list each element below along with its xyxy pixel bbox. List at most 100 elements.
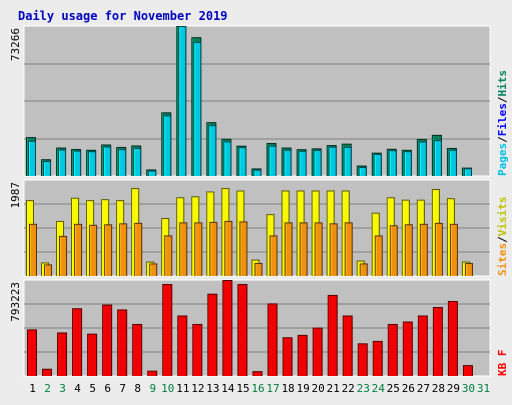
bar-sites-16	[254, 262, 263, 276]
bar-files-15	[238, 147, 247, 176]
bar-sites-2	[44, 264, 53, 276]
bar-files-14	[223, 141, 232, 176]
bar-kbf-3	[57, 332, 68, 376]
bar-sites-10	[164, 235, 173, 276]
bar-files-4	[73, 150, 82, 176]
bar-files-7	[118, 149, 127, 176]
bar-files-23	[358, 166, 367, 176]
bar-files-25	[388, 150, 397, 176]
x-tick-label-6: 6	[104, 382, 111, 395]
bar-files-26	[403, 151, 412, 176]
legend-entry: Hits	[496, 70, 509, 97]
x-tick-label-7: 7	[119, 382, 126, 395]
bar-kbf-1	[27, 329, 37, 376]
bar-kbf-4	[72, 308, 83, 376]
bar-files-27	[418, 141, 427, 176]
bar-files-8	[133, 147, 142, 176]
panel-bottom: 793223 KB F	[9, 279, 509, 377]
bar-kbf-5	[87, 333, 98, 376]
bar-sites-28	[434, 222, 443, 276]
bar-sites-13	[209, 221, 218, 276]
bar-files-28	[433, 140, 442, 176]
bar-kbf-19	[297, 334, 308, 376]
bar-kbf-23	[357, 343, 368, 376]
bar-files-10	[163, 115, 172, 176]
x-tick-label-14: 14	[221, 382, 235, 395]
bar-kbf-25	[387, 323, 398, 376]
bar-sites-12	[194, 222, 203, 276]
bar-files-11	[178, 26, 187, 176]
x-tick-label-31: 31	[477, 382, 490, 395]
bar-files-9	[148, 170, 157, 176]
bar-files-22	[343, 146, 352, 176]
panel-middle: 1987 Sites/Visits	[9, 179, 509, 277]
bar-kbf-22	[342, 315, 353, 376]
x-tick-label-1: 1	[29, 382, 36, 395]
x-tick-label-16: 16	[251, 382, 264, 395]
bar-files-21	[328, 146, 337, 176]
x-tick-label-17: 17	[266, 382, 279, 395]
chart-panels: 73266Pages/Files/Hits1987Sites/Visits793…	[9, 25, 509, 377]
bar-kbf-30	[462, 365, 473, 376]
x-axis-tick-labels: 1 2 3 4 5 6 7 8 9 10 11 12 13 14 15 16 17 18 19 20 21 22 23 24 2…	[29, 382, 490, 395]
x-tick-label-18: 18	[281, 382, 294, 395]
x-tick-label-29: 29	[447, 382, 460, 395]
bar-kbf-29	[447, 300, 458, 376]
legend-entry: /	[496, 136, 509, 143]
bar-kbf-10	[162, 284, 173, 376]
bar-sites-17	[269, 235, 278, 276]
bar-sites-4	[74, 223, 83, 276]
bar-files-30	[463, 168, 472, 176]
bar-kbf-13	[207, 293, 218, 376]
bar-sites-15	[239, 221, 248, 276]
legend-entry: Visits	[496, 197, 509, 237]
bar-sites-26	[404, 224, 413, 276]
bar-kbf-8	[132, 323, 143, 376]
x-tick-label-3: 3	[59, 382, 66, 395]
legend-entry: /	[496, 236, 509, 243]
bar-files-12	[193, 41, 202, 176]
x-tick-label-25: 25	[387, 382, 400, 395]
bar-sites-20	[314, 222, 323, 276]
panel-middle-ymax-label: 1987	[9, 182, 22, 209]
x-tick-label-12: 12	[191, 382, 204, 395]
x-tick-label-24: 24	[372, 382, 386, 395]
panel-bottom-legend: KB F	[496, 350, 509, 377]
bar-sites-25	[389, 225, 398, 276]
bar-sites-19	[299, 222, 308, 276]
bar-files-2	[43, 161, 52, 176]
x-tick-label-5: 5	[89, 382, 96, 395]
bar-sites-24	[374, 235, 383, 276]
bar-sites-23	[359, 263, 368, 276]
bar-sites-22	[344, 222, 353, 276]
bar-files-19	[298, 150, 307, 176]
bar-sites-9	[149, 263, 158, 276]
bar-kbf-28	[432, 307, 443, 376]
bar-kbf-9	[147, 370, 158, 376]
x-tick-label-26: 26	[402, 382, 415, 395]
bar-kbf-21	[327, 294, 338, 376]
legend-entry: KB	[496, 362, 509, 376]
x-tick-label-11: 11	[176, 382, 189, 395]
bar-sites-21	[329, 223, 338, 276]
x-tick-label-15: 15	[236, 382, 249, 395]
bar-kbf-27	[417, 315, 428, 376]
x-tick-label-27: 27	[417, 382, 430, 395]
x-tick-label-4: 4	[74, 382, 81, 395]
bar-kbf-26	[402, 321, 413, 376]
panel-top-ymax-label: 73266	[9, 28, 22, 61]
bar-files-6	[103, 146, 112, 176]
bar-sites-14	[224, 220, 233, 276]
bar-sites-7	[119, 223, 128, 276]
x-tick-label-2: 2	[44, 382, 51, 395]
x-tick-label-30: 30	[462, 382, 475, 395]
bar-kbf-12	[192, 323, 203, 376]
bar-files-3	[58, 149, 67, 176]
x-tick-label-23: 23	[357, 382, 370, 395]
x-tick-label-28: 28	[432, 382, 445, 395]
bar-files-29	[448, 149, 457, 176]
legend-entry: Pages	[496, 143, 509, 176]
bar-sites-29	[449, 223, 458, 276]
